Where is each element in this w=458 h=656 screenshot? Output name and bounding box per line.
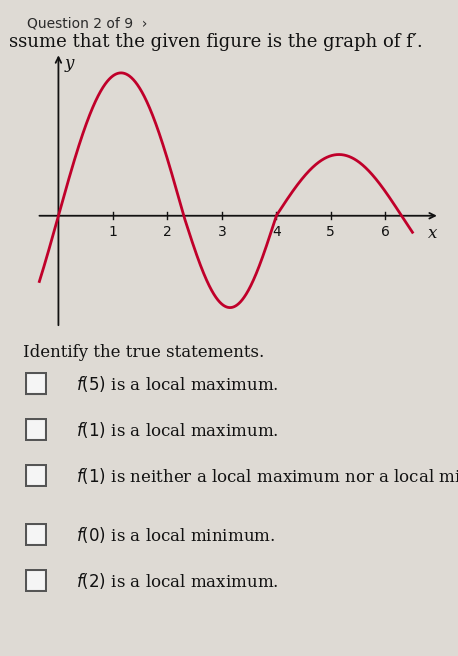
Text: $f(0)$ is a local minimum.: $f(0)$ is a local minimum. — [76, 525, 275, 544]
Text: x: x — [428, 225, 437, 242]
Text: 6: 6 — [381, 225, 390, 239]
Text: $f(5)$ is a local maximum.: $f(5)$ is a local maximum. — [76, 374, 278, 394]
Text: 2: 2 — [163, 225, 172, 239]
Text: ssume that the given figure is the graph of f′.: ssume that the given figure is the graph… — [9, 33, 423, 51]
Text: y: y — [65, 55, 74, 72]
Text: 5: 5 — [327, 225, 335, 239]
Text: 3: 3 — [218, 225, 226, 239]
Text: $f(1)$ is a local maximum.: $f(1)$ is a local maximum. — [76, 420, 278, 440]
Text: Question 2 of 9  ›: Question 2 of 9 › — [27, 16, 148, 30]
Text: 1: 1 — [109, 225, 117, 239]
Text: $f(2)$ is a local maximum.: $f(2)$ is a local maximum. — [76, 571, 278, 590]
Text: Identify the true statements.: Identify the true statements. — [23, 344, 264, 361]
Text: 4: 4 — [272, 225, 281, 239]
Text: $f(1)$ is neither a local maximum nor a local minimum.: $f(1)$ is neither a local maximum nor a … — [76, 466, 458, 485]
